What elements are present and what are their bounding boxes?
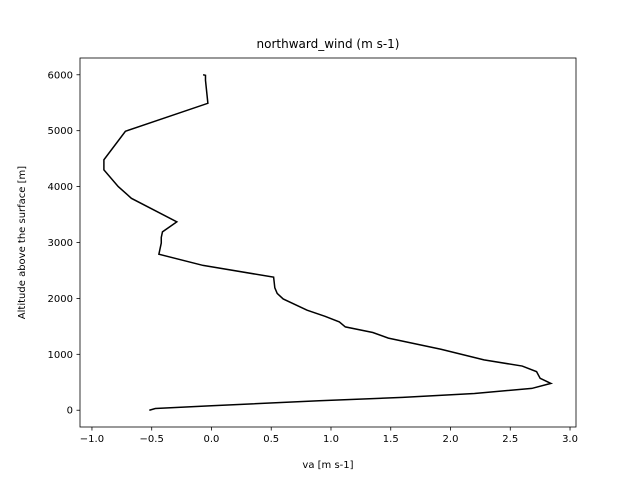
plot-area: [80, 58, 576, 427]
series-layer: [103, 74, 554, 411]
x-tick-label: 2.0: [443, 434, 459, 445]
y-tick-label: 5000: [48, 126, 73, 137]
x-axis: −1.0 −0.5 0.0 0.5 1.0 1.5 2.0 2.5 3.0: [80, 427, 578, 445]
x-tick-label: 2.5: [502, 434, 518, 445]
y-axis: 0 1000 2000 3000 4000 5000 6000: [48, 70, 80, 417]
x-tick-label: 0.5: [263, 434, 279, 445]
y-tick-label: 2000: [48, 294, 73, 305]
y-tick-label: 0: [67, 406, 73, 417]
y-tick-label: 6000: [48, 70, 73, 81]
x-axis-label: va [m s-1]: [302, 460, 353, 471]
y-tick-label: 4000: [48, 182, 73, 193]
x-tick-label: −1.0: [80, 434, 104, 445]
chart-title: northward_wind (m s-1): [257, 37, 400, 51]
y-tick-label: 3000: [48, 238, 73, 249]
series-line: [103, 74, 554, 411]
x-tick-label: 1.5: [383, 434, 399, 445]
x-tick-label: 0.0: [204, 434, 220, 445]
y-axis-label: Altitude above the surface [m]: [17, 166, 28, 319]
x-tick-label: 3.0: [562, 434, 578, 445]
x-tick-label: 1.0: [323, 434, 339, 445]
x-tick-label: −0.5: [140, 434, 164, 445]
y-tick-label: 1000: [48, 350, 73, 361]
